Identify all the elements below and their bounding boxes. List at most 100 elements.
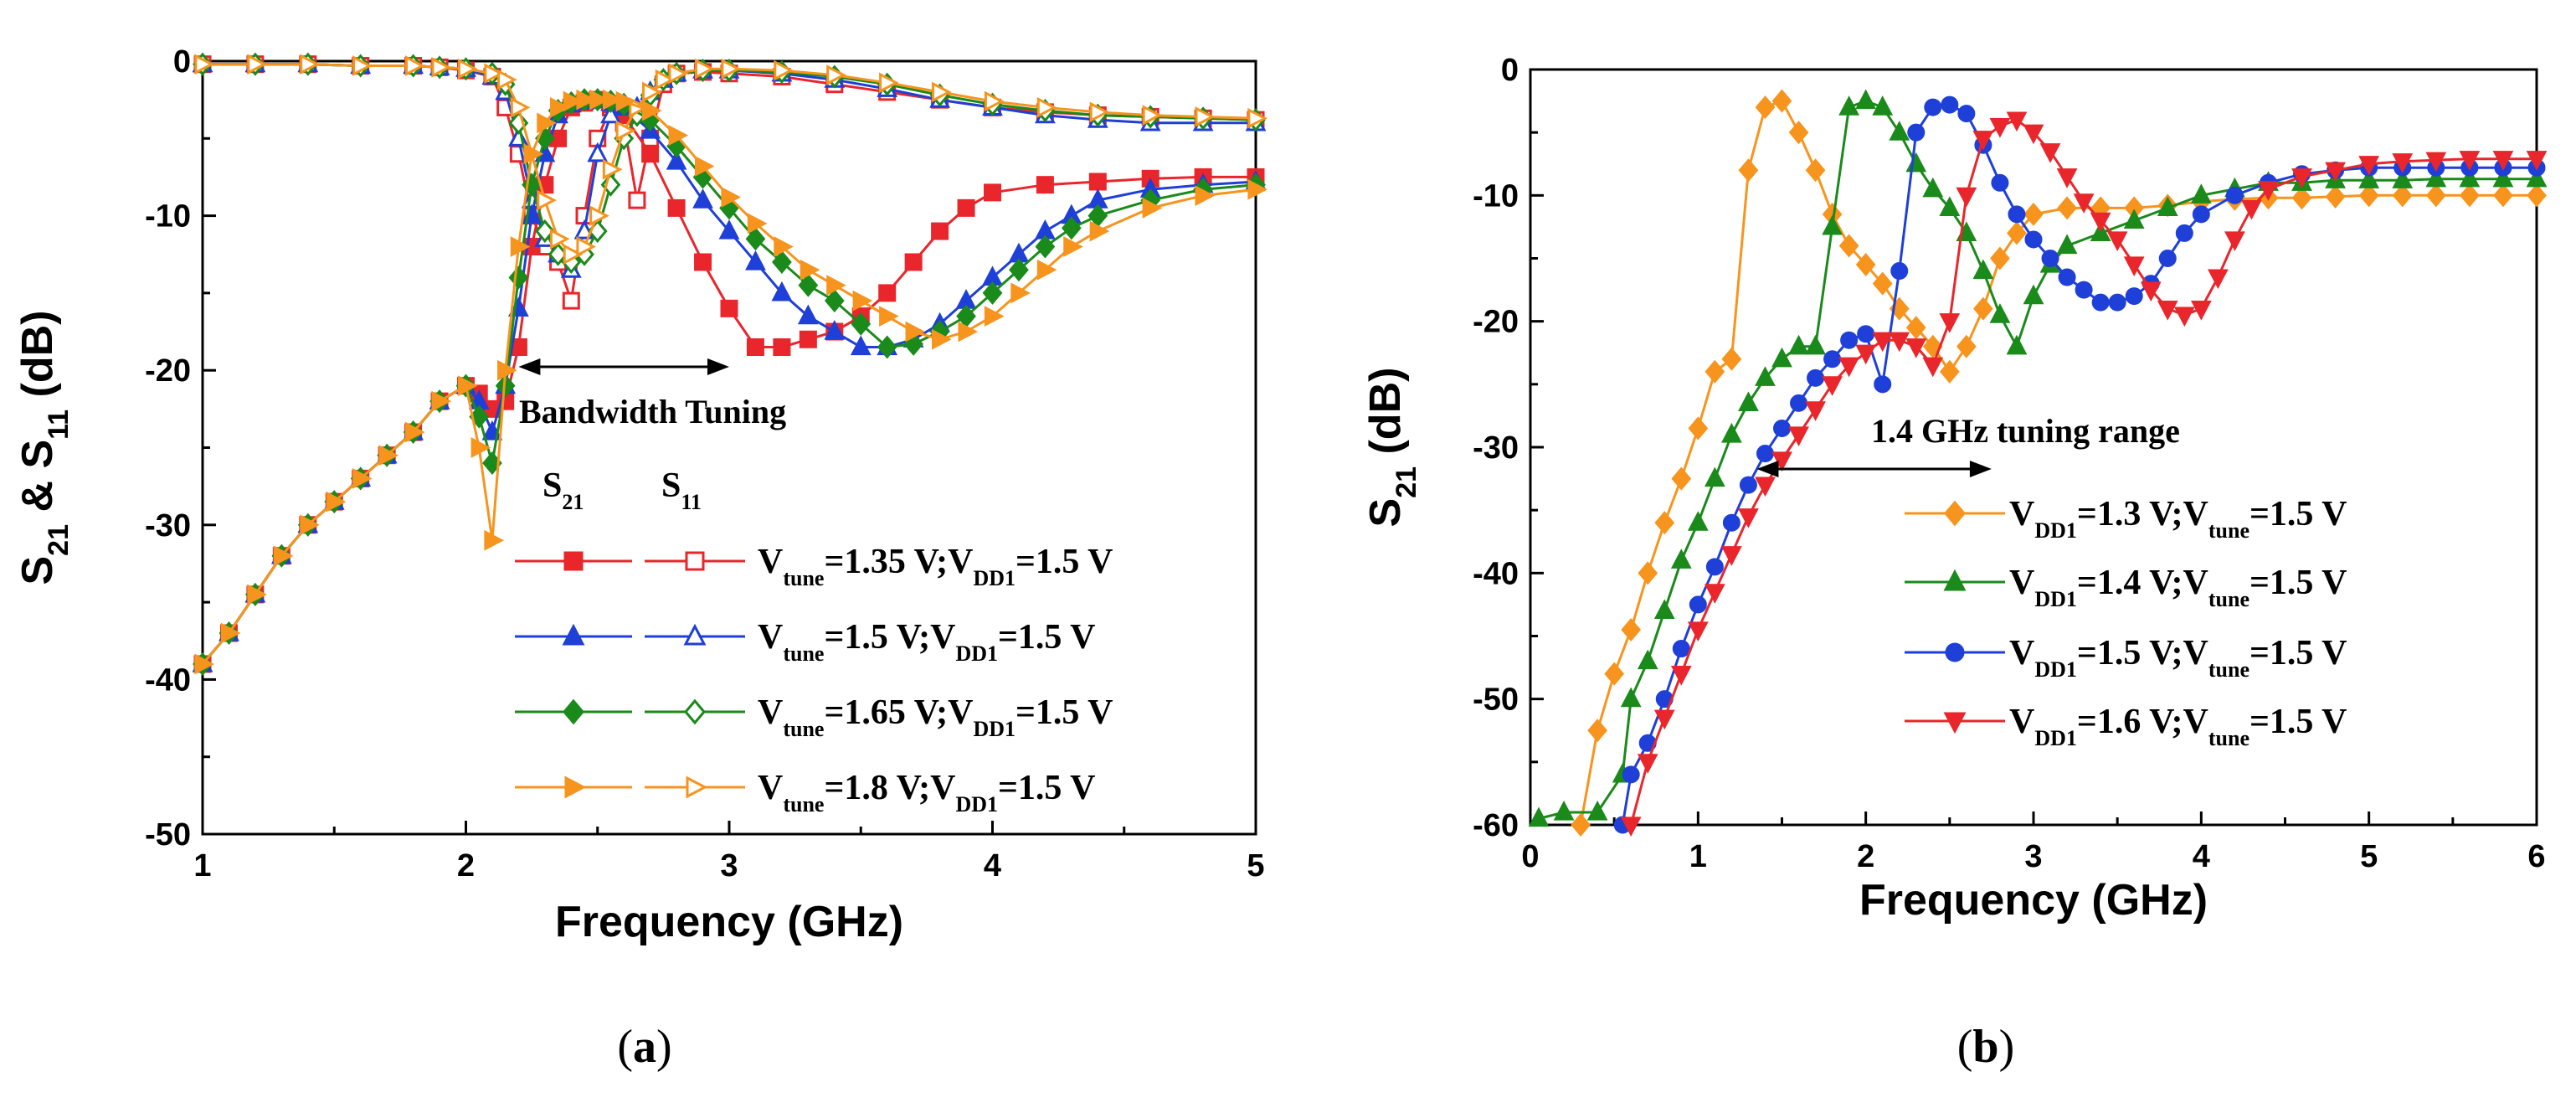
data-point-s21: [1035, 234, 1056, 259]
data-point-s21: [2140, 281, 2162, 302]
data-point-s21: [797, 304, 819, 325]
data-point-s11: [510, 97, 531, 118]
annotation-text: 1.4 GHz tuning range: [1871, 412, 2180, 450]
data-point-s11: [534, 219, 555, 244]
data-point-s21: [1840, 331, 1859, 349]
data-point-s21: [1939, 359, 1960, 384]
data-point-s21: [2325, 162, 2346, 183]
data-point-s21: [2006, 334, 2028, 355]
legend-marker-s11: [683, 623, 707, 646]
data-point-s21: [984, 306, 1005, 327]
data-point-s21: [1671, 466, 1692, 491]
data-point-s21: [1805, 401, 1826, 421]
data-point-s21: [2007, 221, 2027, 245]
data-point-s21: [694, 253, 712, 271]
legend-entry: VDD1=1.3 V;Vtune=1.5 V: [1905, 495, 2347, 543]
data-point-s11: [655, 69, 676, 90]
chart-b: 0 1 2 3 4 5 6 0 -10 -20 -30 -40 -50 -60 Frequency (GHz…: [1361, 53, 2548, 1073]
data-point-s21: [932, 328, 952, 350]
arrow-head-right: [1969, 461, 1992, 477]
data-point-s21: [1036, 176, 1054, 194]
data-point-s11: [774, 59, 794, 81]
data-point-s21: [1872, 271, 1893, 296]
x-tick-label: 2: [1857, 839, 1874, 874]
data-point-s11: [668, 63, 689, 85]
data-point-s21: [2526, 167, 2548, 188]
data-point-s21: [2291, 168, 2312, 188]
data-point-s21: [1755, 477, 1776, 497]
y-tick-label: -10: [145, 199, 191, 234]
data-point-s21: [1788, 334, 1809, 355]
data-point-s21: [431, 390, 452, 412]
data-point-s21: [1621, 617, 1642, 642]
data-point-s21: [1939, 196, 1961, 216]
data-point-s21: [1738, 158, 1759, 183]
data-point-s21: [247, 584, 267, 605]
data-point-s21: [1890, 262, 1909, 281]
legend-marker: [1944, 500, 1966, 527]
data-point-s21: [668, 125, 689, 146]
data-point-s21: [1721, 347, 1742, 371]
data-point-s21: [2106, 231, 2128, 251]
data-point-s21: [771, 281, 793, 301]
data-point-s21: [497, 359, 517, 381]
data-point-s21: [1739, 476, 1757, 494]
data-point-s21: [2358, 183, 2379, 208]
data-point-s11: [602, 158, 623, 180]
data-point-s21: [692, 188, 713, 209]
data-point-s21: [1638, 561, 1658, 585]
data-point-s21: [850, 335, 872, 356]
data-point-s21: [2392, 183, 2413, 208]
data-point-s21: [1704, 359, 1725, 384]
legend-marker-s11: [684, 698, 706, 725]
data-point-s21: [194, 653, 215, 675]
data-point-s21: [667, 198, 686, 217]
data-point-s21: [1872, 332, 1894, 353]
data-point-s21: [1089, 220, 1110, 242]
data-point-s21: [469, 404, 490, 429]
data-point-s21: [2225, 186, 2244, 204]
data-point-s11: [1089, 101, 1110, 123]
data-point-s21: [903, 332, 924, 356]
data-point-s21: [1855, 344, 1877, 365]
legend-header-s21: S21: [542, 466, 584, 514]
legend-label: VDD1=1.6 V;Vtune=1.5 V: [2009, 703, 2347, 750]
data-point-s21: [1195, 185, 1216, 206]
data-point-s21: [1738, 391, 1759, 411]
data-point-s11: [1247, 107, 1268, 129]
data-point-s11: [589, 205, 609, 226]
y-tick-label: 0: [1501, 53, 1519, 88]
data-point-s21: [1687, 511, 1709, 531]
data-point-s11: [1036, 97, 1057, 118]
data-point-s21: [220, 622, 241, 644]
data-point-s21: [1738, 508, 1759, 528]
data-point-s21: [1672, 640, 1690, 658]
data-point-s21: [1905, 338, 1927, 358]
data-point-s11: [628, 191, 646, 209]
data-point-s21: [1620, 817, 1642, 837]
data-point-s21: [1822, 376, 1843, 396]
data-point-s21: [1771, 347, 1792, 368]
data-point-s21: [2258, 181, 2279, 201]
data-point-s21: [2492, 167, 2514, 188]
data-point-s11: [1142, 105, 1163, 126]
data-point-s21: [1788, 121, 1809, 145]
data-point-s11: [587, 142, 609, 162]
data-point-s11: [563, 244, 584, 265]
y-tick-label: -30: [145, 508, 191, 544]
data-point-s21: [877, 335, 897, 359]
data-point-s21: [1773, 419, 1791, 437]
data-point-s21: [826, 275, 846, 296]
data-point-s21: [2006, 111, 2028, 132]
legend-marker: [563, 698, 584, 725]
data-point-s21: [1972, 131, 1994, 151]
data-point-s11: [497, 69, 517, 90]
data-point-s11: [984, 90, 1005, 112]
data-point-s21: [2023, 202, 2044, 226]
data-point-s21: [2075, 281, 2093, 299]
y-tick-label: -40: [145, 662, 191, 698]
data-point-s21: [1688, 416, 1709, 441]
data-point-s21: [1838, 357, 1860, 378]
data-point-s21: [1755, 95, 1776, 120]
